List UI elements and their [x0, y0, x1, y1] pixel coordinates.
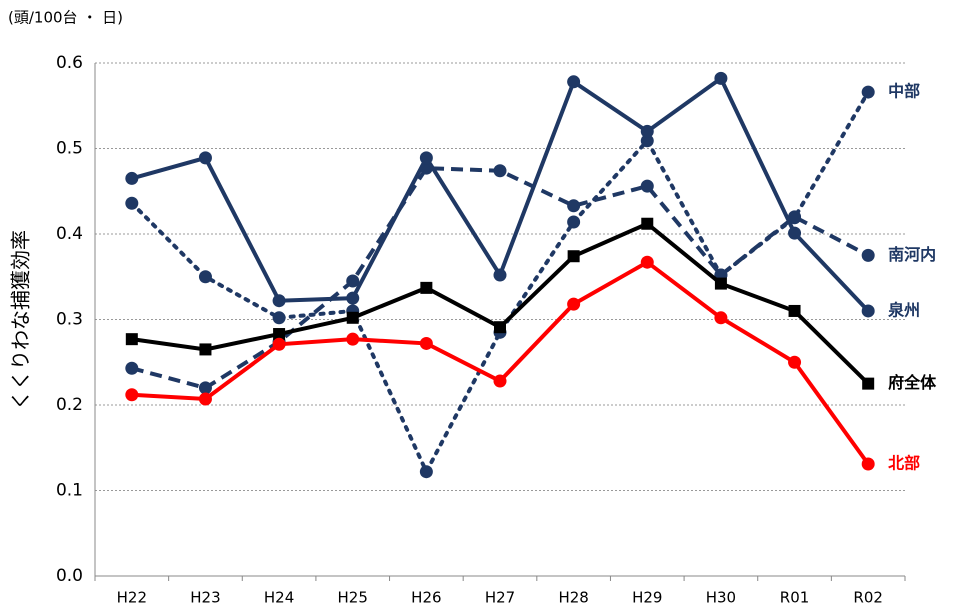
data-point [346, 274, 360, 288]
data-point [493, 374, 507, 388]
x-tick-label: H23 [190, 589, 220, 607]
y-tick-label: 0.4 [56, 224, 83, 244]
data-point [861, 85, 875, 99]
data-point [788, 226, 802, 240]
legend-label: 中部 [888, 82, 920, 101]
y-tick-label: 0.0 [56, 566, 83, 586]
data-point [788, 210, 802, 224]
data-point [272, 294, 286, 308]
data-point [273, 328, 286, 341]
y-axis-title: くくりわな捕獲効率 [9, 230, 33, 410]
y-tick-label: 0.2 [56, 395, 83, 415]
y-tick-label: 0.6 [56, 53, 83, 73]
legend-label: 泉州 [888, 300, 920, 319]
data-point [567, 215, 581, 229]
data-point [493, 164, 507, 178]
data-point [861, 248, 875, 262]
data-point [419, 336, 433, 350]
legend-label: 南河内 [888, 245, 936, 264]
data-point [419, 151, 433, 165]
data-point [714, 71, 728, 85]
data-point [125, 196, 139, 210]
x-tick-label: H27 [485, 589, 515, 607]
data-point [788, 304, 801, 317]
data-point [419, 465, 433, 479]
data-point [641, 217, 654, 230]
x-tick-label: R02 [853, 589, 883, 607]
data-point [420, 281, 433, 294]
x-tick-label: H25 [338, 589, 368, 607]
data-point [494, 321, 506, 334]
x-tick-label: H28 [558, 589, 588, 607]
data-point [640, 179, 654, 193]
data-point [346, 291, 360, 305]
y-tick-label: 0.1 [56, 481, 83, 501]
x-tick-label: H26 [411, 589, 441, 607]
data-point [861, 304, 875, 318]
data-point [125, 388, 139, 402]
data-point [640, 124, 654, 138]
data-point [493, 268, 507, 282]
data-point [714, 277, 727, 290]
data-point [198, 381, 212, 395]
legend-label: 府全体 [888, 373, 937, 392]
data-point [199, 343, 212, 356]
y-tick-label: 0.5 [56, 139, 83, 159]
data-point [346, 311, 359, 324]
data-point [567, 297, 581, 311]
data-point [272, 311, 286, 325]
x-tick-label: H30 [706, 589, 736, 607]
data-point [714, 311, 728, 325]
data-point [198, 151, 212, 165]
data-point [198, 392, 212, 406]
x-tick-label: H29 [632, 589, 662, 607]
x-tick-label: H22 [117, 589, 147, 607]
x-tick-label: H24 [264, 589, 294, 607]
legend-label: 北部 [888, 453, 920, 472]
data-point [640, 255, 654, 269]
x-tick-label: R01 [780, 589, 810, 607]
data-point [272, 337, 286, 351]
data-point [125, 171, 139, 185]
series-line [129, 90, 871, 477]
data-point [567, 75, 581, 89]
data-point [567, 199, 581, 213]
y-tick-label: 0.3 [56, 310, 83, 330]
data-point [125, 361, 139, 375]
data-point [567, 250, 580, 263]
data-point [346, 332, 360, 346]
data-point [861, 457, 875, 471]
data-point [125, 333, 138, 346]
data-point [862, 377, 875, 390]
data-point [198, 270, 212, 284]
data-point [640, 134, 654, 148]
unit-label: (頭/100台 ・ 日) [8, 9, 123, 27]
data-point [788, 355, 802, 369]
